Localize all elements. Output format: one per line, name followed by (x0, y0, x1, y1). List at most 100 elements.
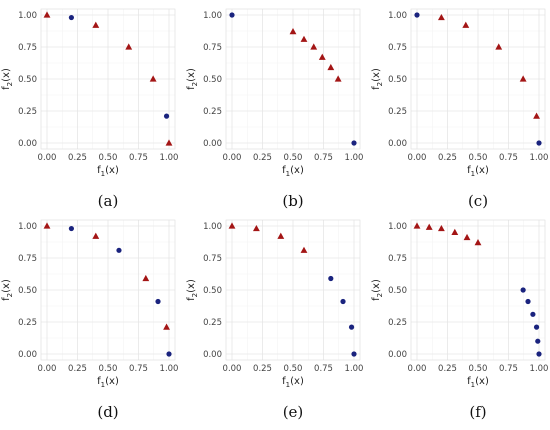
x-axis-label: f1(x) (282, 376, 304, 389)
x-tick-label: 0.75 (129, 153, 148, 163)
x-tick-label: 0.75 (129, 364, 148, 374)
x-tick-label: 0.00 (408, 364, 427, 374)
circle-point (533, 324, 540, 330)
panel-label: (c) (468, 192, 488, 210)
y-tick-label: 0.75 (18, 43, 37, 53)
circle-point (340, 298, 346, 305)
scatter-panel-2: 0.00 0.25 0.50 0.75 1.00 0.00 0.25 0.50 0.75 1.00… (186, 8, 363, 210)
plot-frame (410, 8, 546, 150)
panel-label: (f) (469, 403, 486, 421)
circle-point (68, 225, 74, 232)
plot-frame (410, 219, 546, 361)
x-tick-label: 0.25 (68, 364, 87, 374)
x-tick-label: 0.75 (499, 153, 518, 163)
y-tick-label: 0.50 (388, 286, 407, 296)
x-tick-label: 0.25 (438, 364, 457, 374)
y-tick-label: 0.25 (18, 107, 37, 117)
y-axis-label: f2(x) (186, 279, 199, 301)
triangle-point (165, 139, 173, 146)
y-tick-label: 0.75 (388, 43, 407, 53)
x-tick-label: 0.25 (438, 153, 457, 163)
triangle-point (425, 223, 433, 230)
plot-frame (40, 8, 176, 150)
y-tick-label: 0.00 (203, 350, 222, 360)
x-axis-label: f1(x) (467, 165, 489, 178)
y-axis-label: f2(x) (371, 279, 384, 301)
y-tick-label: 0.00 (388, 350, 407, 360)
circle-point (414, 12, 420, 18)
y-tick-label: 0.25 (203, 318, 222, 328)
x-tick-label: 0.50 (284, 153, 303, 163)
x-tick-label: 0.50 (469, 364, 488, 374)
x-tick-label: 0.00 (38, 364, 57, 374)
circle-point (530, 311, 536, 317)
scatter-panel-6: 0.00 0.25 0.50 0.75 1.00 0.00 0.25 0.50 0.75 1.00… (371, 219, 549, 421)
circle-point (525, 298, 531, 305)
circle-point (68, 14, 74, 21)
x-tick-label: 0.00 (223, 153, 242, 163)
x-axis-label: f1(x) (467, 376, 489, 389)
circle-point (351, 351, 357, 357)
x-tick-label: 0.00 (408, 153, 427, 163)
circle-point (348, 324, 355, 330)
triangle-point (277, 232, 285, 239)
triangle-point (437, 224, 445, 232)
triangle-point (462, 21, 470, 28)
x-tick-label: 0.50 (99, 153, 118, 163)
y-tick-label: 0.75 (203, 254, 222, 264)
y-tick-label: 1.00 (203, 11, 222, 21)
y-tick-label: 1.00 (388, 11, 407, 21)
y-tick-label: 0.25 (388, 107, 407, 117)
triangle-point (451, 228, 459, 235)
triangle-point (252, 224, 260, 232)
circle-point (155, 298, 161, 305)
x-tick-label: 0.50 (99, 364, 118, 374)
triangle-point (289, 28, 297, 35)
panel-label: (b) (282, 192, 303, 210)
x-axis-label: f1(x) (282, 165, 304, 178)
circle-point (535, 338, 541, 344)
y-tick-label: 1.00 (18, 11, 37, 21)
y-tick-label: 0.00 (18, 350, 37, 360)
y-tick-label: 0.25 (18, 318, 37, 328)
x-tick-label: 0.00 (223, 364, 242, 374)
y-tick-label: 0.00 (388, 139, 407, 149)
x-tick-label: 0.25 (253, 153, 272, 163)
x-tick-label: 0.50 (284, 364, 303, 374)
x-tick-label: 1.00 (345, 364, 364, 374)
y-tick-label: 0.25 (388, 318, 407, 328)
x-tick-label: 1.00 (530, 364, 549, 374)
triangle-point (125, 43, 133, 50)
y-tick-label: 0.00 (203, 139, 222, 149)
triangle-point (495, 43, 503, 50)
circle-point (536, 140, 542, 146)
triangle-point (43, 222, 51, 229)
triangle-point (318, 53, 326, 60)
x-tick-label: 0.75 (314, 153, 333, 163)
y-tick-label: 1.00 (18, 222, 37, 232)
x-tick-label: 0.00 (38, 153, 57, 163)
scatter-panel-4: 0.00 0.25 0.50 0.75 1.00 0.00 0.25 0.50 0.75 1.00… (1, 219, 178, 421)
circle-point (520, 287, 526, 293)
x-tick-label: 0.25 (68, 153, 87, 163)
triangle-point (533, 112, 540, 119)
circle-point (229, 12, 235, 18)
y-tick-label: 0.75 (18, 254, 37, 264)
plot-frame (225, 219, 361, 361)
scatter-panel-1: 0.00 0.25 0.50 0.75 1.00 0.00 0.25 0.50 0.75 1.00… (1, 8, 178, 210)
y-tick-label: 1.00 (203, 222, 222, 232)
x-tick-label: 1.00 (530, 153, 549, 163)
triangle-point (413, 222, 421, 229)
triangle-point (474, 239, 482, 246)
triangle-point (92, 21, 100, 28)
y-axis-label: f2(x) (1, 68, 14, 90)
circle-point (351, 140, 357, 146)
triangle-point (327, 63, 335, 71)
y-tick-label: 0.75 (388, 254, 407, 264)
y-axis-label: f2(x) (186, 68, 199, 90)
x-axis-label: f1(x) (97, 376, 119, 389)
x-tick-label: 0.50 (469, 153, 488, 163)
panel-label: (a) (98, 192, 119, 210)
